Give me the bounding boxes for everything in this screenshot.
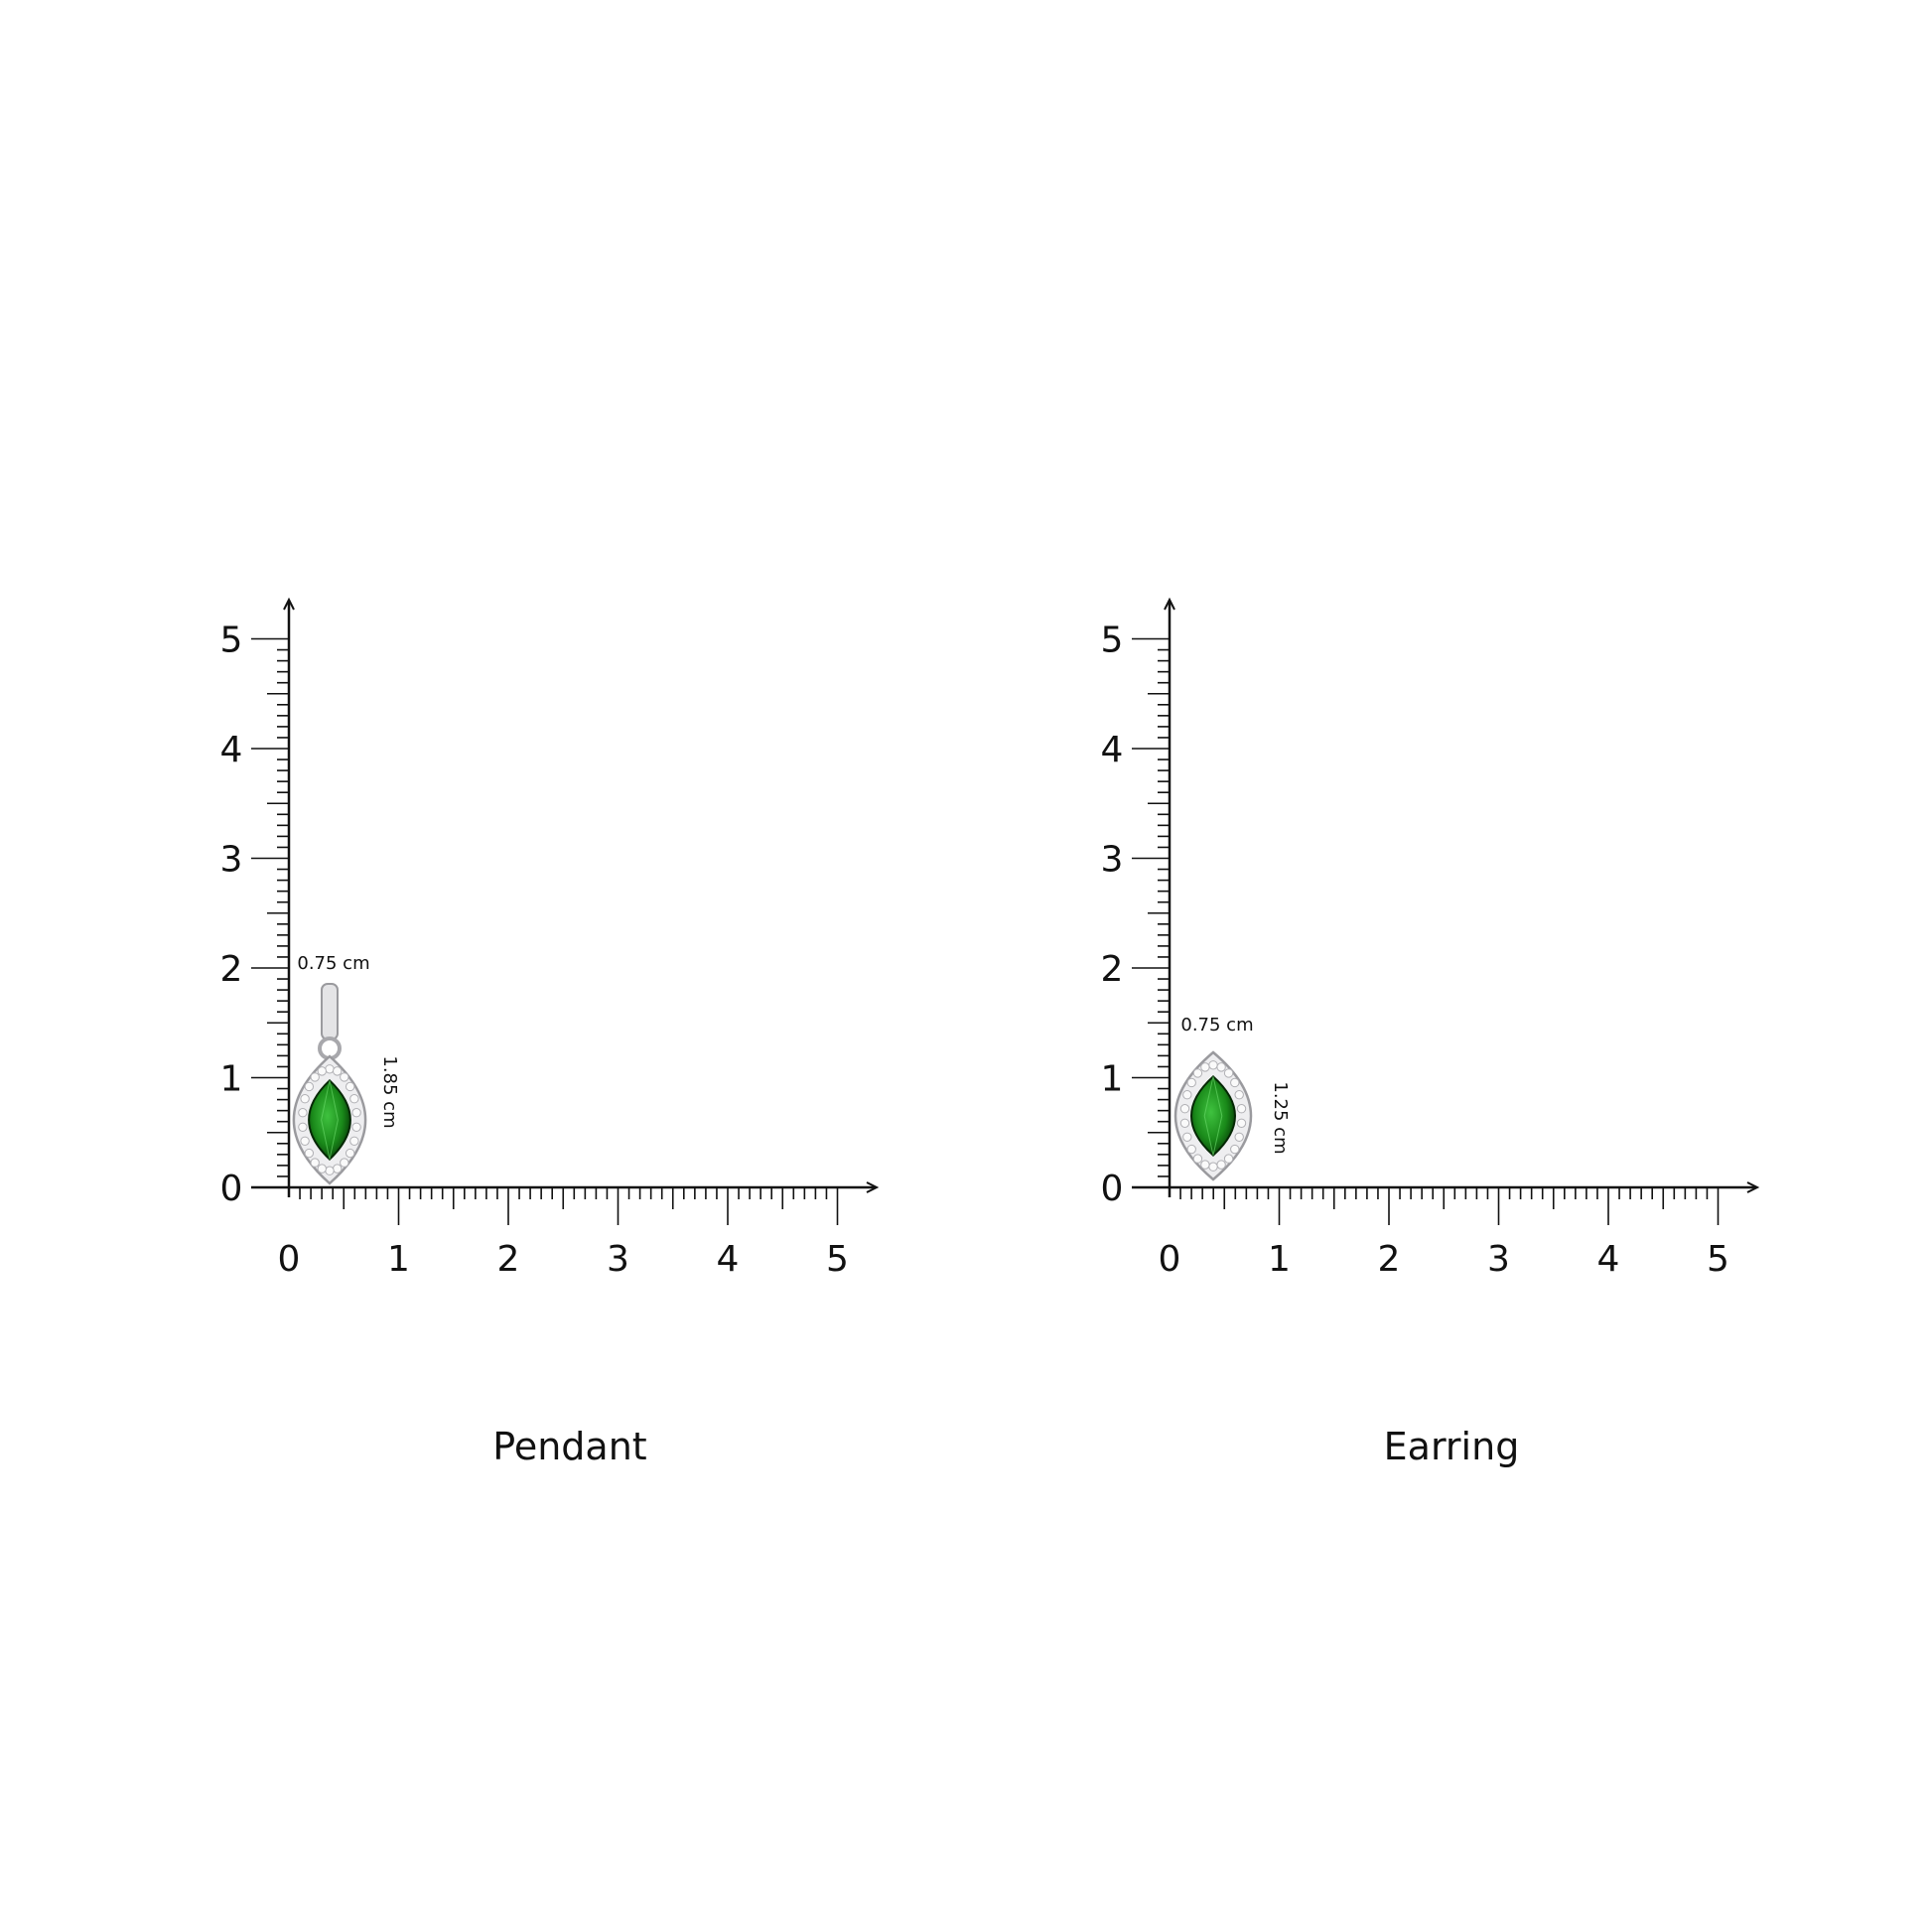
y-tick-label: 4 <box>1101 730 1124 770</box>
halo-diamond <box>1182 1132 1192 1142</box>
halo-diamond <box>333 1066 343 1076</box>
pendant-panel: 0 1 2 3 4 5 0 1 2 3 4 5 0.75 cm 1.85 cm Pendant <box>220 597 880 1468</box>
halo-diamond <box>333 1164 343 1173</box>
halo-diamond <box>349 1136 359 1146</box>
height-label: 1.85 cm <box>379 1055 400 1128</box>
x-tick-label: 1 <box>387 1239 410 1280</box>
halo-diamond <box>351 1108 361 1118</box>
halo-diamond <box>345 1081 355 1092</box>
y-axis-arrow-icon <box>283 597 295 611</box>
halo-diamond <box>1223 1154 1234 1164</box>
x-axis-arrow-icon <box>1746 1181 1760 1193</box>
x-tick-label: 2 <box>1378 1239 1401 1280</box>
earring-panel: 0 1 2 3 4 5 0 1 2 3 4 5 0.75 cm 1.25 cm Earring <box>1101 597 1760 1468</box>
halo-diamond <box>1186 1077 1196 1088</box>
y-tick-label: 4 <box>220 730 243 770</box>
halo-diamond <box>1216 1062 1226 1072</box>
halo-diamond <box>1179 1118 1190 1128</box>
halo-diamond <box>351 1122 361 1132</box>
x-tick-label: 2 <box>497 1239 520 1280</box>
x-tick-label: 4 <box>1597 1239 1620 1280</box>
earring-image <box>1173 1050 1253 1181</box>
halo-diamond <box>1186 1144 1196 1155</box>
halo-diamond <box>310 1072 320 1082</box>
halo-diamond <box>1223 1068 1234 1078</box>
width-label: 0.75 cm <box>1180 1015 1253 1035</box>
halo-diamond <box>1200 1160 1210 1170</box>
y-tick-label: 5 <box>220 621 243 661</box>
x-tick-label: 0 <box>1159 1239 1181 1280</box>
halo-diamond <box>298 1122 308 1132</box>
halo-diamond <box>304 1081 315 1092</box>
halo-diamond <box>1200 1062 1210 1072</box>
halo-diamond <box>1216 1160 1226 1170</box>
halo-diamond <box>317 1164 327 1173</box>
halo-diamond <box>1234 1132 1244 1142</box>
halo-diamond <box>1208 1060 1218 1070</box>
caption: Earring <box>1384 1425 1520 1468</box>
y-tick-label: 0 <box>1101 1169 1124 1209</box>
x-axis-arrow-icon <box>866 1181 880 1193</box>
halo-diamond <box>300 1136 310 1146</box>
x-tick-label: 4 <box>717 1239 740 1280</box>
y-tick-label: 5 <box>1101 621 1124 661</box>
halo-diamond <box>1192 1068 1203 1078</box>
halo-diamond <box>1192 1154 1203 1164</box>
y-tick-label: 1 <box>220 1059 243 1100</box>
x-tick-label: 0 <box>278 1239 301 1280</box>
gem-facets <box>321 1080 339 1160</box>
y-tick-label: 2 <box>220 949 243 990</box>
halo-diamond <box>340 1158 349 1168</box>
halo-diamond <box>1230 1077 1240 1088</box>
height-label: 1.25 cm <box>1270 1081 1291 1154</box>
width-label: 0.75 cm <box>297 953 369 974</box>
halo-diamond <box>310 1158 320 1168</box>
halo-diamond <box>1236 1104 1247 1114</box>
halo-diamond <box>300 1094 310 1104</box>
y-tick-label: 0 <box>220 1169 243 1209</box>
halo-diamond <box>298 1108 308 1118</box>
pendant-image <box>292 1054 367 1185</box>
y-tick-label: 3 <box>220 840 243 881</box>
halo-diamond <box>1230 1144 1240 1155</box>
halo-diamond <box>1182 1090 1192 1100</box>
y-tick-label: 2 <box>1101 949 1124 990</box>
halo-diamond <box>1208 1162 1218 1172</box>
x-tick-label: 5 <box>1707 1239 1729 1280</box>
halo-diamond <box>340 1072 349 1082</box>
halo-diamond <box>1236 1118 1247 1128</box>
halo-diamond <box>325 1166 335 1175</box>
halo-diamond <box>317 1066 327 1076</box>
halo-diamond <box>325 1064 335 1074</box>
halo-diamond <box>345 1148 355 1159</box>
y-tick-label: 3 <box>1101 840 1124 881</box>
halo-diamond <box>304 1148 315 1159</box>
x-tick-label: 5 <box>826 1239 849 1280</box>
halo-diamond <box>1179 1104 1190 1114</box>
halo-diamond <box>349 1094 359 1104</box>
y-axis-arrow-icon <box>1164 597 1175 611</box>
halo-diamond <box>1234 1090 1244 1100</box>
gem-facets <box>1203 1076 1223 1156</box>
x-tick-label: 3 <box>607 1239 629 1280</box>
x-tick-label: 1 <box>1268 1239 1291 1280</box>
y-tick-label: 1 <box>1101 1059 1124 1100</box>
bail <box>321 983 339 1040</box>
x-tick-label: 3 <box>1487 1239 1510 1280</box>
caption: Pendant <box>492 1425 646 1468</box>
